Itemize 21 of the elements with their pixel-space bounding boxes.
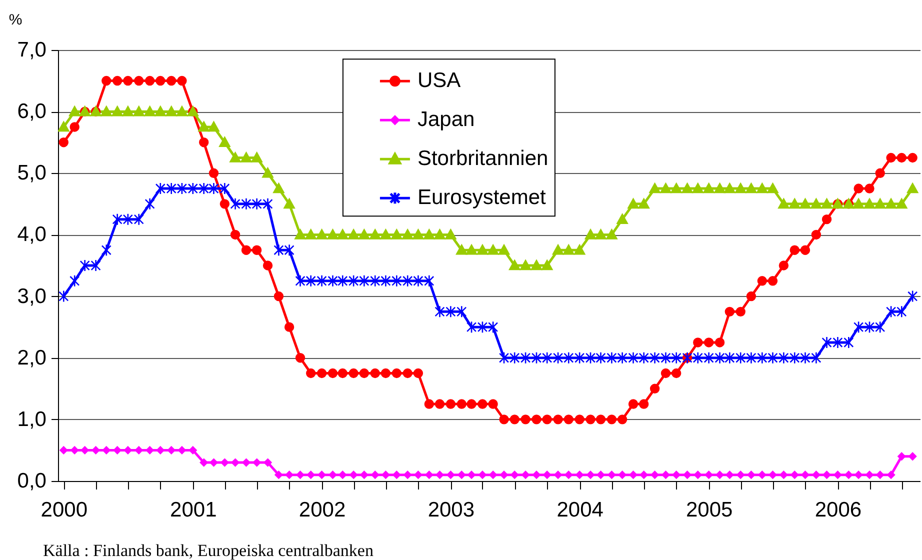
x-tick-label: 2002 xyxy=(298,498,346,522)
y-tick-label: 0,0 xyxy=(17,470,46,492)
x-tick-label: 2001 xyxy=(170,498,217,522)
x-tick-label: 2006 xyxy=(814,498,862,522)
legend-label: USA xyxy=(417,69,461,92)
x-tick-label: 2005 xyxy=(686,498,733,522)
y-tick-label: 1,0 xyxy=(17,408,46,431)
legend-label: Japan xyxy=(417,108,475,132)
legend-label: Storbritannien xyxy=(417,147,548,170)
y-tick-label: 7,0 xyxy=(17,38,46,62)
text: Källa : Finlands bank, Europeiska centralbanken xyxy=(43,541,374,560)
x-tick-label: 2000 xyxy=(40,498,88,522)
y-tick-label: 6,0 xyxy=(17,100,46,124)
y-tick-label: 4,0 xyxy=(17,223,46,246)
y-tick-label: 5,0 xyxy=(17,162,46,185)
y-tick-label: 2,0 xyxy=(17,346,46,370)
y-tick-label: 3,0 xyxy=(17,284,46,308)
legend-label: Eurosystemet xyxy=(417,186,546,210)
x-tick-label: 2003 xyxy=(428,498,475,522)
y-axis-title: % xyxy=(8,12,22,28)
x-tick-label: 2004 xyxy=(556,498,604,522)
